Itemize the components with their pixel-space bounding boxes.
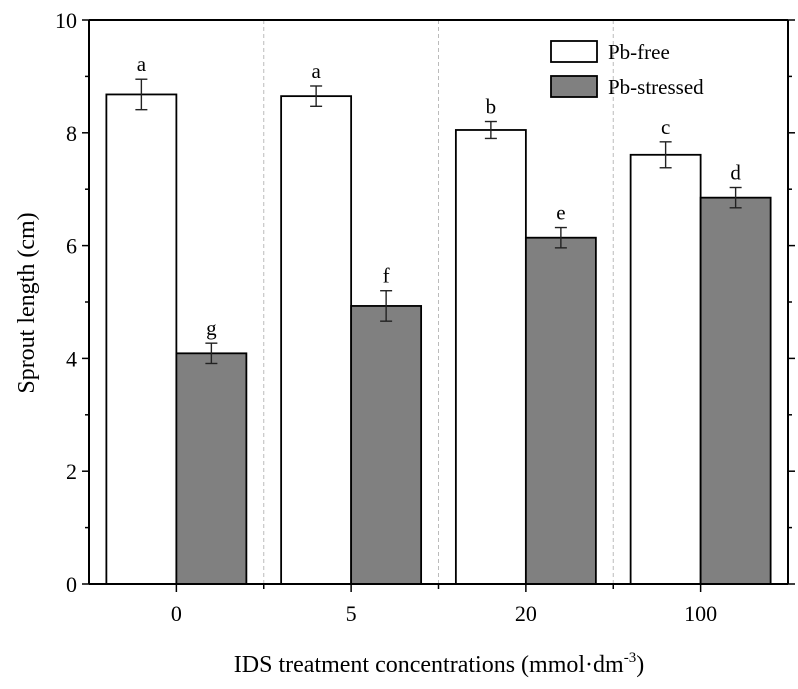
legend-swatch-pb-free (550, 40, 598, 63)
x-axis-title-suffix: ) (636, 652, 644, 678)
significance-letters-group: a a b c g f e d (137, 52, 742, 340)
legend-label-pb-free: Pb-free (608, 40, 670, 64)
significance-letter: f (383, 264, 390, 288)
bar-pb-stressed-100 (699, 196, 772, 585)
y-axis-title: Sprout length (cm) (14, 212, 40, 393)
x-tick-label: 0 (171, 601, 182, 626)
y-tick-label: 4 (66, 346, 77, 371)
bar-pb-free-5 (280, 95, 353, 585)
legend: Pb-free Pb-stressed (550, 40, 704, 99)
x-tick-label: 5 (346, 601, 357, 626)
y-ticks: 0 2 4 6 8 10 (55, 8, 795, 597)
significance-letter: a (137, 52, 147, 76)
category-separators (263, 20, 614, 584)
x-axis-title-main: IDS treatment concentrations (mmol·dm (234, 652, 624, 678)
bar-pb-free-20 (454, 129, 527, 585)
x-axis-title-superscript: -3 (624, 650, 637, 666)
bars-group (105, 93, 772, 585)
significance-letter: g (206, 316, 217, 340)
legend-label-pb-stressed: Pb-stressed (608, 75, 704, 99)
bar-pb-stressed-5 (350, 305, 423, 585)
bar-pb-stressed-20 (524, 236, 597, 585)
error-bars-group (135, 78, 742, 365)
y-tick-label: 10 (55, 8, 77, 33)
significance-letter: c (661, 115, 670, 139)
significance-letter: d (730, 161, 741, 185)
bar-pb-free-100 (629, 153, 702, 585)
y-tick-label: 2 (66, 459, 77, 484)
x-tick-label: 100 (684, 601, 717, 626)
significance-letter: e (556, 201, 565, 225)
bar-pb-free-0 (105, 93, 178, 585)
significance-letter: a (311, 59, 321, 83)
y-tick-label: 8 (66, 121, 77, 146)
y-tick-label: 6 (66, 234, 77, 259)
x-ticks: 0 5 20 100 (171, 584, 717, 626)
legend-swatch-pb-stressed (550, 75, 598, 98)
y-tick-label: 0 (66, 572, 77, 597)
x-axis-title: IDS treatment concentrations (mmol·dm-3) (234, 650, 644, 678)
bar-pb-stressed-0 (175, 352, 248, 585)
x-tick-label: 20 (515, 601, 537, 626)
significance-letter: b (486, 95, 497, 119)
